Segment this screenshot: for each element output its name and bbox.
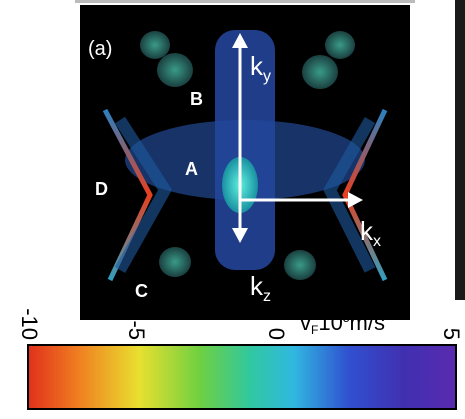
colorbar [28,345,456,409]
axis-base: k [360,216,374,246]
axis-sub: z [263,288,271,305]
label-unit: m/s [350,310,385,335]
region-label: B [190,89,203,109]
colorbar-tick-label: -5 [124,320,149,340]
label-sub: F [311,323,318,337]
label-v: v [300,310,311,335]
label-scale: 10 [318,310,342,335]
region-label: A [185,159,198,179]
axis-sub: x [373,233,381,250]
colorbar-tick-label: 5 [439,328,464,340]
panel-label: (a) [88,38,112,60]
axis-base: k [250,271,264,301]
region-label: C [135,281,148,301]
colorbar-tick-label: -10 [17,308,42,340]
side-strip [455,0,465,300]
top-rule [75,0,415,3]
figure: (a) B A D C ky kx kz -10-505 vF105m/s [0,0,465,414]
colorbar-tick-label: 0 [264,328,289,340]
region-label: D [95,179,108,199]
axis-base: k [250,51,264,81]
axis-sub: y [263,68,271,85]
